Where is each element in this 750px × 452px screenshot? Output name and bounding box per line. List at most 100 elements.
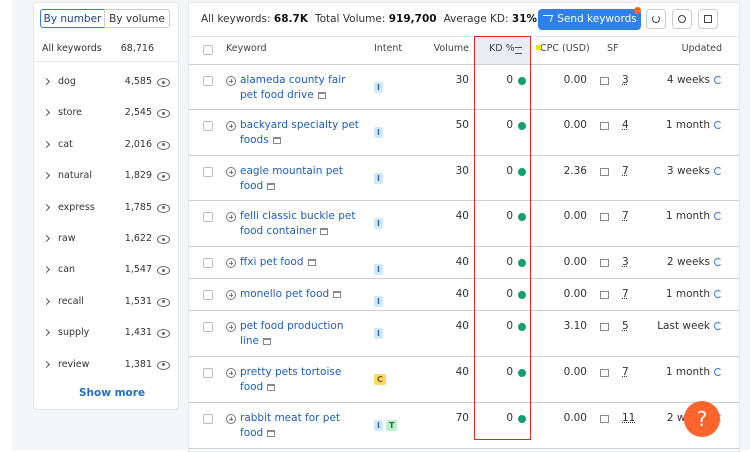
refresh-icon[interactable] <box>714 322 722 330</box>
refresh-button[interactable] <box>646 9 666 29</box>
sf[interactable]: 7 <box>622 288 629 300</box>
add-keyword-icon[interactable] <box>226 290 236 300</box>
keyword-link[interactable]: rabbit meat for pet food <box>240 411 365 441</box>
keyword-link[interactable]: felli classic buckle pet food container <box>240 209 365 239</box>
keyword-group[interactable]: can 1,547 <box>34 263 178 279</box>
volume: 40 <box>455 320 469 332</box>
group-label: can <box>58 264 76 276</box>
eye-icon[interactable] <box>157 297 170 307</box>
refresh-icon[interactable] <box>714 368 722 376</box>
checkbox[interactable] <box>203 322 213 332</box>
kd: 0 <box>506 366 513 378</box>
sf[interactable]: 11 <box>622 412 636 424</box>
add-keyword-icon[interactable] <box>226 258 236 268</box>
keyword-group[interactable]: recall 1,531 <box>34 295 178 311</box>
volume: 30 <box>455 74 469 86</box>
sf-icon <box>600 213 609 221</box>
keyword-text: rabbit meat for pet food <box>240 412 341 439</box>
checkbox[interactable] <box>203 121 213 131</box>
column-header[interactable]: Updated <box>681 43 722 54</box>
tab[interactable]: By number <box>40 9 105 28</box>
show-more[interactable]: Show more <box>79 387 146 399</box>
keyword-link[interactable]: alameda county fair pet food drive <box>240 73 365 103</box>
sf[interactable]: 7 <box>622 165 629 177</box>
eye-icon[interactable] <box>157 329 170 339</box>
add-keyword-icon[interactable] <box>226 76 236 86</box>
column-header[interactable]: KD % <box>489 43 515 54</box>
checkbox[interactable] <box>203 368 213 378</box>
keyword-link[interactable]: eagle mountain pet food <box>240 164 365 194</box>
add-keyword-icon[interactable] <box>226 322 236 332</box>
checkbox[interactable] <box>203 212 213 222</box>
sf[interactable]: 4 <box>622 119 629 131</box>
group-label: supply <box>58 327 90 339</box>
settings-button[interactable] <box>672 9 692 29</box>
add-keyword-icon[interactable] <box>226 212 236 222</box>
keyword-link[interactable]: pretty pets tortoise food <box>240 365 365 395</box>
cpc: 0.00 <box>563 412 587 424</box>
eye-icon[interactable] <box>157 172 170 182</box>
sf[interactable]: 5 <box>622 320 629 332</box>
keyword-group[interactable]: cat 2,016 <box>34 138 178 154</box>
eye-icon[interactable] <box>157 109 170 119</box>
checkbox[interactable] <box>203 167 213 177</box>
keyword-group[interactable]: review 1,381 <box>34 358 178 374</box>
refresh-icon[interactable] <box>714 167 722 175</box>
keyword-group[interactable]: dog 4,585 <box>34 75 178 91</box>
keyword-group[interactable]: raw 1,622 <box>34 232 178 248</box>
serp-icon <box>307 259 316 266</box>
keyword-link[interactable]: pet food production line <box>240 319 365 349</box>
keyword-link[interactable]: backyard specialty pet foods <box>240 118 365 148</box>
keyword-group[interactable]: store 2,545 <box>34 106 178 122</box>
send-keywords-button[interactable]: Send keywords <box>538 9 641 30</box>
sf-icon <box>600 415 609 423</box>
refresh-icon[interactable] <box>714 76 722 84</box>
column-header[interactable]: Intent <box>374 43 403 54</box>
table-row: eagle mountain pet food I 30 0 2.36 7 3 weeks <box>189 156 739 201</box>
checkbox[interactable] <box>203 76 213 86</box>
add-keyword-icon[interactable] <box>226 368 236 378</box>
updated: 1 month <box>666 119 722 131</box>
add-keyword-icon[interactable] <box>226 167 236 177</box>
refresh-icon[interactable] <box>714 290 722 298</box>
sf-icon <box>600 323 609 331</box>
eye-icon[interactable] <box>157 235 170 244</box>
keyword-group[interactable]: natural 1,829 <box>34 169 178 185</box>
column-header[interactable]: SF <box>607 43 619 54</box>
keyword-group[interactable]: express 1,785 <box>34 201 178 217</box>
tab[interactable]: By volume <box>104 9 170 28</box>
refresh-icon[interactable] <box>714 212 722 220</box>
keyword-link[interactable]: monello pet food <box>240 287 365 302</box>
add-keyword-icon[interactable] <box>226 121 236 131</box>
checkbox[interactable] <box>203 414 213 424</box>
help-button[interactable]: ? <box>684 401 720 437</box>
column-header[interactable]: Volume <box>433 43 469 54</box>
eye-icon[interactable] <box>157 203 170 213</box>
eye-icon[interactable] <box>157 140 170 150</box>
export-button[interactable] <box>698 9 718 29</box>
volume: 40 <box>455 288 469 300</box>
refresh-icon[interactable] <box>714 121 722 129</box>
updated: 3 weeks <box>667 165 722 177</box>
checkbox[interactable] <box>203 45 213 55</box>
column-header[interactable]: CPC (USD) <box>540 43 590 54</box>
divider <box>189 310 739 311</box>
checkbox[interactable] <box>203 290 213 300</box>
column-header[interactable]: Keyword <box>226 43 267 54</box>
sf[interactable]: 7 <box>622 366 629 378</box>
add-keyword-icon[interactable] <box>226 414 236 424</box>
keyword-group[interactable]: supply 1,431 <box>34 326 178 342</box>
expand-chevron <box>42 140 51 148</box>
sf[interactable]: 3 <box>622 74 629 86</box>
keyword-link[interactable]: ffxi pet food <box>240 255 365 270</box>
refresh-icon[interactable] <box>714 258 722 266</box>
checkbox[interactable] <box>203 258 213 268</box>
eye-icon[interactable] <box>157 266 170 276</box>
eye-icon[interactable] <box>157 360 170 370</box>
eye-icon[interactable] <box>157 78 170 87</box>
sf-icon <box>600 122 609 130</box>
sf[interactable]: 3 <box>622 256 629 268</box>
intent-badge: I <box>374 127 383 138</box>
sf[interactable]: 7 <box>622 210 629 222</box>
